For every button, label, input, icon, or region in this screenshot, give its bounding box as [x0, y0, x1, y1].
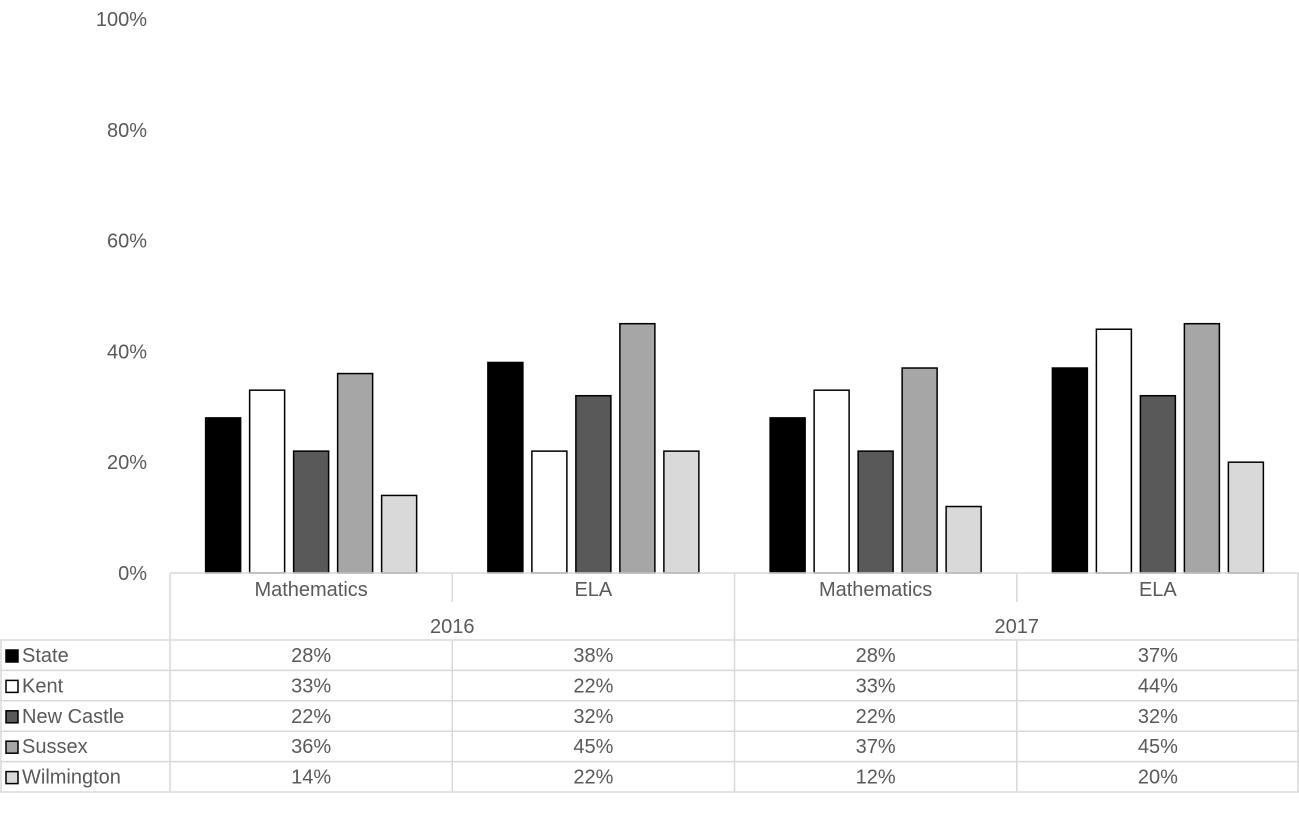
legend-key-state: [5, 649, 19, 663]
bar-sussex: [619, 322, 656, 574]
bar-new-castle: [292, 450, 330, 574]
table-cell-value: 20%: [1138, 767, 1178, 789]
legend-key-sussex: [5, 740, 19, 754]
bar-new-castle: [575, 394, 612, 574]
table-cell-value: 45%: [1138, 736, 1178, 758]
table-cell-value: 33%: [856, 675, 896, 697]
legend-label: Kent: [22, 675, 64, 697]
table-cell-value: 36%: [291, 736, 331, 758]
table-cell-value: 28%: [856, 645, 896, 667]
y-tick-label: 100%: [96, 9, 147, 31]
bar-wilmington: [1227, 461, 1265, 574]
bar-wilmington: [945, 505, 982, 574]
table-cell-value: 32%: [573, 706, 613, 728]
legend-label: Wilmington: [22, 767, 121, 789]
bar-new-castle: [857, 450, 894, 574]
table-cell-value: 22%: [573, 675, 613, 697]
y-tick-label: 0%: [118, 563, 147, 585]
y-tick-label: 40%: [107, 341, 147, 363]
bar-state: [204, 417, 242, 574]
legend-key-new-castle: [5, 710, 19, 724]
category-label: ELA: [574, 579, 612, 601]
legend-key-kent: [5, 679, 19, 694]
table-cell-value: 37%: [1138, 645, 1178, 667]
bar-kent: [1095, 328, 1133, 574]
table-cell-value: 37%: [856, 736, 896, 758]
group-label: 2016: [430, 616, 475, 638]
table-cell-value: 38%: [573, 645, 613, 667]
y-tick-label: 80%: [107, 120, 147, 142]
bar-kent: [531, 450, 568, 574]
table-cell-value: 22%: [291, 706, 331, 728]
table-cell-value: 14%: [291, 767, 331, 789]
table-cell-value: 22%: [856, 706, 896, 728]
category-label: ELA: [1139, 579, 1177, 601]
table-cell-value: 22%: [573, 767, 613, 789]
table-cell-value: 32%: [1138, 706, 1178, 728]
group-label: 2017: [995, 616, 1040, 638]
table-cell-value: 33%: [291, 675, 331, 697]
table-cell-value: 44%: [1138, 675, 1178, 697]
legend-label: State: [22, 645, 69, 667]
bar-sussex: [1183, 322, 1221, 574]
table-cell-value: 45%: [573, 736, 613, 758]
legend-label: New Castle: [22, 706, 124, 728]
bar-wilmington: [663, 450, 700, 574]
bar-state: [769, 417, 806, 574]
table-cell-value: 28%: [291, 645, 331, 667]
legend-label: Sussex: [22, 736, 88, 758]
bar-state: [487, 361, 524, 574]
category-label: Mathematics: [254, 579, 367, 601]
table-cell-value: 12%: [856, 767, 896, 789]
y-tick-label: 60%: [107, 231, 147, 253]
bar-state: [1051, 367, 1089, 574]
bar-new-castle: [1139, 394, 1177, 574]
y-tick-label: 20%: [107, 452, 147, 474]
bar-kent: [248, 389, 286, 574]
bar-sussex: [901, 367, 938, 574]
bar-kent: [813, 389, 850, 574]
bar-wilmington: [380, 494, 418, 574]
category-label: Mathematics: [819, 579, 932, 601]
legend-key-wilmington: [5, 770, 19, 785]
bar-sussex: [336, 372, 374, 574]
